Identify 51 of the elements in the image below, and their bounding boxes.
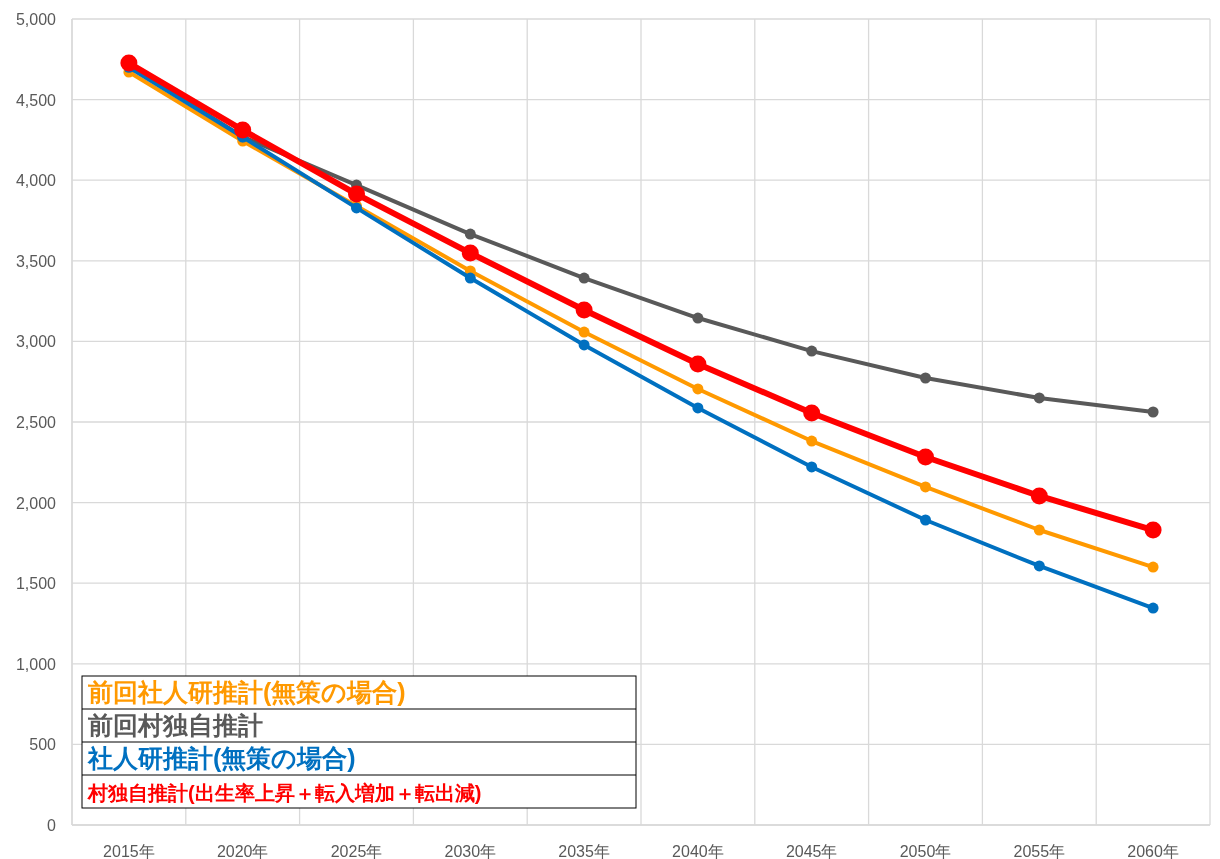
point bbox=[464, 272, 476, 284]
x-tick-label: 2040年 bbox=[672, 843, 724, 859]
point bbox=[348, 185, 365, 203]
x-tick-label: 2060年 bbox=[1127, 843, 1179, 859]
point bbox=[464, 228, 476, 240]
point bbox=[692, 402, 704, 414]
x-tick-label: 2020年 bbox=[216, 843, 269, 859]
legend: 前回社人研推計(無策の場合) 前回村独自推計 社人研推計(無策の場合) 村独自推計(出生率上昇＋転入増加＋転出減) bbox=[81, 675, 637, 809]
point bbox=[689, 355, 707, 373]
point bbox=[806, 345, 818, 357]
point bbox=[234, 121, 252, 139]
point bbox=[1033, 524, 1045, 536]
x-tick-label: 2015年 bbox=[103, 843, 155, 859]
y-tick-label: 4,000 bbox=[15, 172, 57, 190]
point bbox=[1147, 602, 1159, 614]
point bbox=[920, 372, 931, 384]
point bbox=[806, 461, 818, 473]
point bbox=[578, 339, 590, 351]
x-tick-label: 2055年 bbox=[1013, 843, 1066, 859]
point bbox=[1147, 406, 1159, 418]
point bbox=[1033, 392, 1045, 404]
y-tick-label: 1,500 bbox=[15, 575, 57, 593]
x-tick-label: 2045年 bbox=[785, 843, 838, 859]
y-tick-label: 3,000 bbox=[15, 333, 57, 351]
point bbox=[578, 326, 590, 338]
y-tick-label: 2,500 bbox=[15, 414, 57, 431]
point bbox=[1147, 561, 1159, 573]
point bbox=[920, 481, 931, 493]
y-tick-label: 4,500 bbox=[15, 91, 57, 109]
point bbox=[1144, 521, 1162, 539]
point bbox=[692, 312, 704, 324]
y-tick-label: 2,000 bbox=[15, 494, 57, 512]
y-tick-label: 500 bbox=[29, 736, 57, 754]
x-tick-label: 2035年 bbox=[558, 843, 610, 859]
point bbox=[917, 448, 934, 466]
y-tick-label: 5,000 bbox=[15, 11, 57, 28]
point bbox=[920, 514, 931, 526]
point bbox=[578, 272, 590, 284]
point bbox=[1033, 560, 1045, 572]
point bbox=[803, 404, 821, 422]
y-tick-label: 3,500 bbox=[15, 252, 57, 270]
point bbox=[461, 244, 479, 262]
point bbox=[1030, 487, 1048, 505]
point bbox=[806, 435, 818, 447]
y-tick-label: 1,000 bbox=[15, 655, 57, 673]
x-tick-label: 2050年 bbox=[899, 843, 952, 859]
point bbox=[692, 383, 704, 395]
x-tick-label: 2030年 bbox=[444, 843, 497, 859]
x-tick-label: 2025年 bbox=[330, 843, 383, 859]
y-tick-label: 0 bbox=[47, 817, 57, 834]
point bbox=[575, 301, 593, 319]
